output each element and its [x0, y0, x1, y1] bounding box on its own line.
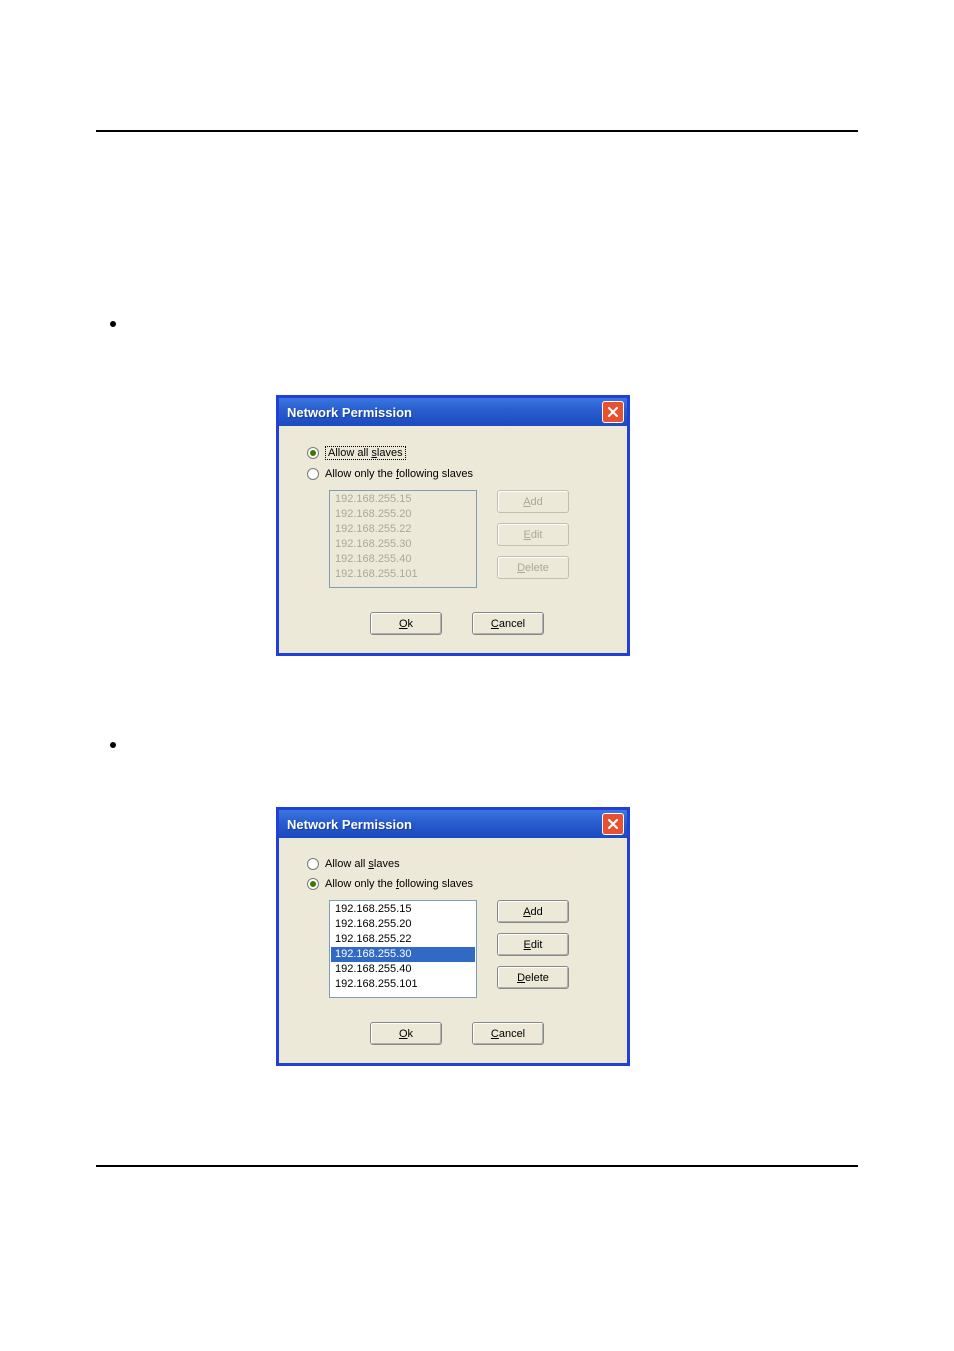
dialog-body: Allow all slaves Allow only the followin…: [279, 426, 627, 653]
radio-icon: [307, 468, 319, 480]
radio-icon: [307, 858, 319, 870]
edit-button[interactable]: Edit: [497, 933, 569, 956]
ok-button[interactable]: Ok: [370, 1022, 442, 1045]
radio-allow-all[interactable]: Allow all slaves: [307, 858, 607, 870]
radio-allow-only[interactable]: Allow only the following slaves: [307, 468, 607, 480]
bullet-1: [110, 321, 116, 327]
delete-button[interactable]: Delete: [497, 966, 569, 989]
ip-listbox[interactable]: 192.168.255.15192.168.255.20192.168.255.…: [329, 900, 477, 998]
list-item[interactable]: 192.168.255.22: [331, 932, 475, 947]
list-item: 192.168.255.40: [331, 552, 475, 567]
list-item[interactable]: 192.168.255.20: [331, 917, 475, 932]
list-item[interactable]: 192.168.255.30: [331, 947, 475, 962]
dialog-button-row: Ok Cancel: [307, 1022, 607, 1045]
radio-allow-only[interactable]: Allow only the following slaves: [307, 878, 607, 890]
cancel-button[interactable]: Cancel: [472, 1022, 544, 1045]
list-item: 192.168.255.22: [331, 522, 475, 537]
list-item: 192.168.255.30: [331, 537, 475, 552]
cancel-button[interactable]: Cancel: [472, 612, 544, 635]
dialog-button-row: Ok Cancel: [307, 612, 607, 635]
horizontal-rule-top: [96, 130, 858, 132]
radio-allow-only-label: Allow only the following slaves: [325, 878, 473, 890]
titlebar-text: Network Permission: [287, 817, 412, 832]
list-item[interactable]: 192.168.255.15: [331, 902, 475, 917]
add-button: Add: [497, 490, 569, 513]
close-icon: [607, 406, 619, 418]
delete-button: Delete: [497, 556, 569, 579]
radio-allow-all-label: Allow all slaves: [325, 858, 400, 870]
content-row: 192.168.255.15192.168.255.20192.168.255.…: [329, 900, 607, 998]
edit-button: Edit: [497, 523, 569, 546]
horizontal-rule-bottom: [96, 1165, 858, 1167]
radio-icon: [307, 878, 319, 890]
radio-icon: [307, 447, 319, 459]
ip-listbox: 192.168.255.15192.168.255.20192.168.255.…: [329, 490, 477, 588]
button-column: Add Edit Delete: [497, 900, 569, 998]
bullet-2: [110, 742, 116, 748]
titlebar[interactable]: Network Permission: [279, 398, 627, 426]
close-icon: [607, 818, 619, 830]
ok-button[interactable]: Ok: [370, 612, 442, 635]
network-permission-dialog-1: Network Permission Allow all slaves Allo…: [276, 395, 630, 656]
close-button[interactable]: [602, 813, 624, 835]
list-item: 192.168.255.101: [331, 567, 475, 582]
list-item: 192.168.255.15: [331, 492, 475, 507]
network-permission-dialog-2: Network Permission Allow all slaves Allo…: [276, 807, 630, 1066]
close-button[interactable]: [602, 401, 624, 423]
button-column: Add Edit Delete: [497, 490, 569, 588]
list-item[interactable]: 192.168.255.40: [331, 962, 475, 977]
dialog-body: Allow all slaves Allow only the followin…: [279, 838, 627, 1063]
list-item: 192.168.255.20: [331, 507, 475, 522]
content-row: 192.168.255.15192.168.255.20192.168.255.…: [329, 490, 607, 588]
radio-allow-all-label: Allow all slaves: [325, 446, 406, 460]
radio-allow-all[interactable]: Allow all slaves: [307, 446, 607, 460]
titlebar[interactable]: Network Permission: [279, 810, 627, 838]
titlebar-text: Network Permission: [287, 405, 412, 420]
list-item[interactable]: 192.168.255.101: [331, 977, 475, 992]
add-button[interactable]: Add: [497, 900, 569, 923]
radio-allow-only-label: Allow only the following slaves: [325, 468, 473, 480]
